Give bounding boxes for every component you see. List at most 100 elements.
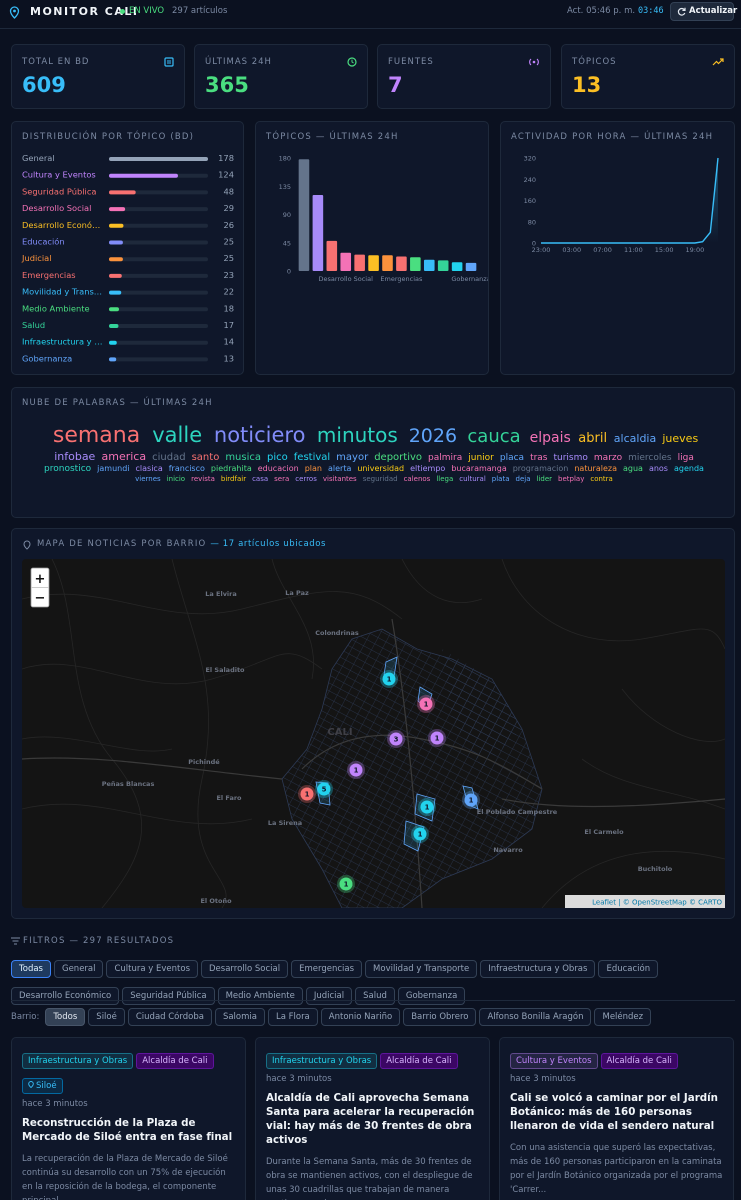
panel-title: DISTRIBUCIÓN POR TÓPICO (BD)	[22, 132, 195, 142]
bar	[410, 257, 421, 271]
marker-dot[interactable]	[349, 763, 363, 777]
marker[interactable]: 1	[417, 695, 435, 713]
barrio-chip[interactable]: Antonio Nariño	[320, 1008, 401, 1026]
attribution: Leaflet | © OpenStreetMap © CARTO	[592, 899, 722, 907]
topic-chip[interactable]: Gobernanza	[397, 987, 466, 1005]
bar-track	[109, 290, 208, 295]
article-card[interactable]: Cultura y Eventos Alcaldía de Cali hace 3 …	[499, 1037, 734, 1200]
marker[interactable]: 1	[462, 791, 480, 809]
marker[interactable]: 5	[315, 780, 333, 798]
word: cauca	[467, 426, 521, 447]
word: piedrahita	[210, 464, 252, 473]
tag-row: Cultura y Eventos Alcaldía de Cali	[510, 1048, 723, 1073]
word: betplay	[558, 475, 585, 484]
bar-track	[109, 223, 208, 228]
barrio-chip[interactable]: Barrio Obrero	[403, 1008, 477, 1026]
marker-dot[interactable]	[300, 787, 314, 801]
topic-chip[interactable]: Seguridad Pública	[122, 987, 215, 1005]
bar	[109, 223, 124, 228]
topic-chip[interactable]: General	[53, 960, 104, 978]
y-tick-label: 320	[524, 155, 536, 163]
bar	[326, 240, 338, 271]
x-tick-label: Emergencias	[380, 275, 423, 283]
zoom-in[interactable]: +	[35, 572, 46, 587]
marker[interactable]: 3	[387, 730, 405, 748]
topic-chip[interactable]: Cultura y Eventos	[106, 960, 199, 978]
app-title: MONITOR CALI	[30, 5, 139, 18]
bar	[298, 159, 310, 271]
marker-count: 1	[354, 767, 359, 775]
marker[interactable]: 1	[347, 761, 365, 779]
topic-chip[interactable]: Salud	[355, 987, 395, 1005]
live-dot	[120, 9, 125, 14]
topic-chip[interactable]: Educación	[598, 960, 659, 978]
kpi-label: FUENTES	[388, 57, 434, 67]
bar-track	[109, 273, 208, 278]
topic-chip[interactable]: Desarrollo Social	[201, 960, 289, 978]
marker[interactable]: 1	[298, 785, 316, 803]
article-title: Cali se volcó a caminar por el Jardín Bo…	[510, 1092, 719, 1132]
marker[interactable]: 1	[337, 875, 355, 893]
area	[541, 158, 718, 243]
marker-dot[interactable]	[420, 800, 434, 814]
barrio-row: Siloé	[22, 1073, 235, 1098]
pin-icon	[9, 6, 20, 19]
marker-dot[interactable]	[389, 732, 403, 746]
word: ciudad	[152, 451, 186, 463]
barrio-chip[interactable]: Alfonso Bonilla Aragón	[479, 1008, 592, 1026]
article-card[interactable]: Infraestructura y Obras Alcaldía de Cali S…	[11, 1037, 246, 1200]
barrio-label: Barrio:	[11, 1012, 40, 1022]
value-label: 18	[223, 303, 234, 313]
marker[interactable]: 1	[380, 670, 398, 688]
word: naturaleza	[574, 464, 617, 473]
topic-chip[interactable]: Medio Ambiente	[217, 987, 303, 1005]
topic-chip[interactable]: Infraestructura y Obras	[480, 960, 596, 978]
barrio-chip[interactable]: Meléndez	[594, 1008, 652, 1026]
map-subtitle: — 17 artículos ubicados	[210, 539, 327, 549]
value-label: 14	[223, 337, 234, 347]
barrio-name: Siloé	[36, 1081, 57, 1091]
word: calenos	[403, 475, 431, 484]
barrio-chip[interactable]: Siloé	[88, 1008, 125, 1026]
marker-dot[interactable]	[419, 697, 433, 711]
marker-dot[interactable]	[317, 782, 331, 796]
city-area	[442, 649, 522, 769]
place-label: Buchitolo	[638, 865, 673, 873]
topic-chip[interactable]: Todas	[11, 960, 51, 978]
word: revista	[191, 475, 215, 484]
marker-dot[interactable]	[430, 731, 444, 745]
marker[interactable]: 1	[411, 825, 429, 843]
bar	[451, 262, 463, 271]
marker[interactable]: 1	[418, 798, 436, 816]
bar-track	[109, 357, 208, 362]
barrio-chip[interactable]: Todos	[45, 1008, 86, 1026]
topic-chip[interactable]: Judicial	[305, 987, 353, 1005]
article-card[interactable]: Infraestructura y Obras Alcaldía de Cali h…	[255, 1037, 490, 1200]
word: francisco	[168, 464, 205, 473]
article-count: 297 artículos	[172, 6, 228, 16]
barrio-chip[interactable]: Salomia	[214, 1008, 265, 1026]
word: visitantes	[322, 475, 357, 484]
word: casa	[252, 475, 269, 484]
marker-dot[interactable]	[464, 793, 478, 807]
marker-dot[interactable]	[382, 672, 396, 686]
word: jueves	[662, 432, 699, 445]
article-time: hace 3 minutos	[510, 1074, 576, 1084]
marker-dot[interactable]	[413, 827, 427, 841]
map[interactable]: La Elvira La Paz Colondrinas El Saladito CAL…	[22, 559, 725, 908]
marker-count: 1	[425, 804, 430, 812]
topic-chip[interactable]: Emergencias	[291, 960, 363, 978]
marker-dot[interactable]	[339, 877, 353, 891]
zoom-out[interactable]: −	[35, 591, 46, 606]
topic-chip[interactable]: Desarrollo Económico	[11, 987, 120, 1005]
refresh-button[interactable]: Actualizar	[670, 2, 737, 21]
barrio-chip[interactable]: La Flora	[267, 1008, 318, 1026]
filter-icon	[11, 937, 20, 945]
word: infobae	[54, 449, 96, 463]
word: jamundi	[97, 464, 130, 473]
barrio-chip[interactable]: Ciudad Córdoba	[127, 1008, 212, 1026]
bar	[109, 190, 136, 195]
word: pico	[267, 451, 288, 463]
marker[interactable]: 1	[428, 729, 446, 747]
topic-chip[interactable]: Movilidad y Transporte	[365, 960, 478, 978]
